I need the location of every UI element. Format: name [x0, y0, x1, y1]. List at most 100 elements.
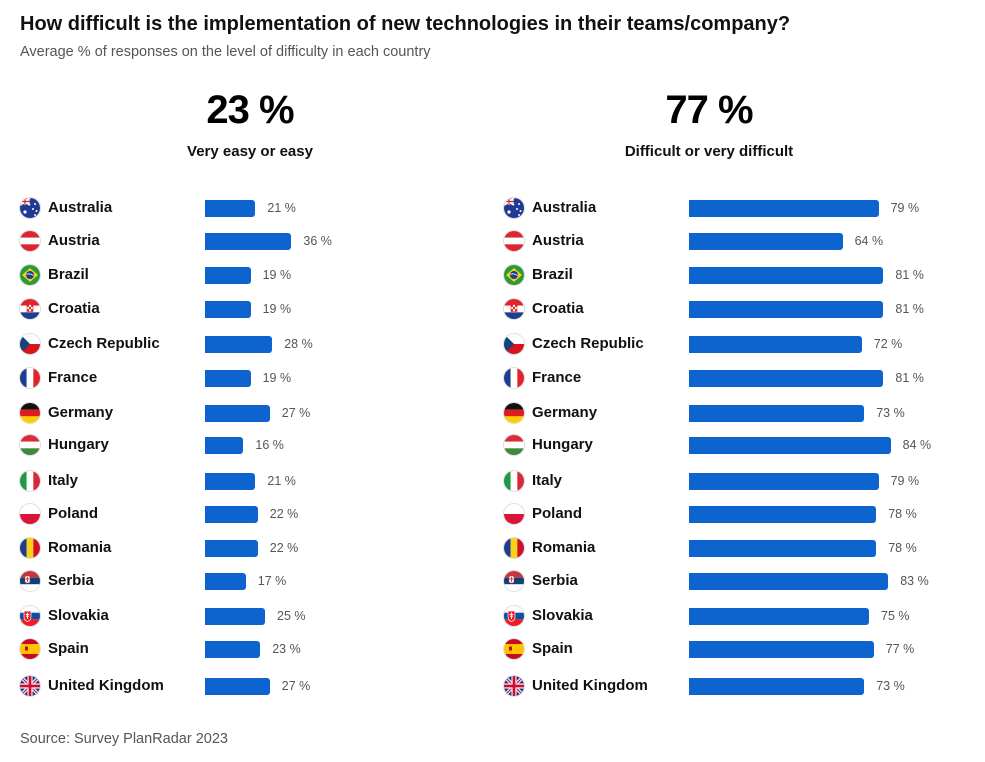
value-label: 81 % — [895, 268, 924, 282]
bar — [205, 573, 246, 590]
bar-row: Serbia 17 % — [20, 570, 490, 594]
bar — [689, 641, 874, 658]
bar — [689, 506, 877, 523]
value-label: 73 % — [876, 406, 905, 420]
country-label: Italy — [532, 472, 563, 489]
bar-row: Croatia 19 % — [20, 298, 490, 322]
bar-row: France 81 % — [504, 367, 974, 391]
country-label: Romania — [532, 539, 596, 556]
bar — [689, 573, 889, 590]
hungary-flag-icon — [504, 435, 524, 455]
bar — [205, 437, 244, 454]
total-difficult: 77 % — [665, 88, 753, 132]
caption-easy: Very easy or easy — [187, 143, 313, 160]
country-label: Poland — [532, 505, 583, 522]
bar — [689, 370, 884, 387]
value-label: 77 % — [885, 642, 915, 656]
country-label: Hungary — [532, 436, 593, 453]
country-label: United Kingdom — [532, 677, 648, 694]
czech-republic-flag-icon — [504, 334, 524, 354]
country-label: Austria — [48, 232, 100, 249]
bar-row: Spain 23 % — [20, 638, 490, 662]
bar-row: Brazil 19 % — [20, 264, 490, 288]
value-label: 72 % — [873, 337, 903, 351]
australia-flag-icon — [504, 198, 524, 218]
bar-row: Spain 77 % — [504, 638, 974, 662]
value-label: 73 % — [876, 679, 905, 693]
value-label: 19 % — [262, 268, 292, 282]
panel-difficult: 77 % Difficult or very difficult Austral… — [504, 0, 974, 720]
value-label: 81 % — [895, 302, 924, 316]
bar-row: Brazil 81 % — [504, 264, 974, 288]
bar-row: Slovakia 25 % — [20, 605, 490, 629]
bar-row: Romania 22 % — [20, 537, 490, 561]
romania-flag-icon — [504, 538, 524, 558]
country-label: Italy — [48, 472, 79, 489]
bar — [689, 437, 891, 454]
country-label: Brazil — [48, 266, 89, 283]
bar — [205, 506, 258, 523]
germany-flag-icon — [504, 403, 524, 423]
bar-row: Austria 64 % — [504, 230, 974, 254]
value-label: 75 % — [881, 609, 910, 623]
country-label: France — [48, 369, 98, 386]
bar-row: Australia 79 % — [504, 197, 974, 221]
spain-flag-icon — [504, 639, 524, 659]
croatia-flag-icon — [504, 299, 524, 319]
value-label: 22 % — [269, 507, 299, 521]
total-easy: 23 % — [206, 88, 294, 132]
value-label: 79 % — [890, 201, 920, 215]
bar-row: Germany 73 % — [504, 402, 974, 426]
value-label: 19 % — [262, 302, 292, 316]
source-note: Source: Survey PlanRadar 2023 — [20, 731, 228, 747]
country-label: Germany — [48, 404, 114, 421]
country-label: Germany — [532, 404, 598, 421]
australia-flag-icon — [20, 198, 40, 218]
value-label: 16 % — [255, 438, 284, 452]
bar — [205, 200, 256, 217]
country-label: Serbia — [532, 572, 578, 589]
bar-row: Romania 78 % — [504, 537, 974, 561]
country-label: Hungary — [48, 436, 109, 453]
bar — [205, 267, 251, 284]
germany-flag-icon — [20, 403, 40, 423]
bar — [205, 641, 261, 658]
country-label: Czech Republic — [48, 335, 160, 352]
bar-row: Croatia 81 % — [504, 298, 974, 322]
bar-row: Italy 79 % — [504, 470, 974, 494]
country-label: Spain — [532, 640, 573, 657]
value-label: 84 % — [902, 438, 932, 452]
country-label: Spain — [48, 640, 89, 657]
croatia-flag-icon — [20, 299, 40, 319]
slovakia-flag-icon — [504, 606, 524, 626]
bar — [205, 370, 251, 387]
chart-subtitle: Average % of responses on the level of d… — [20, 44, 431, 60]
france-flag-icon — [20, 368, 40, 388]
bar-row: Hungary 84 % — [504, 434, 974, 458]
hungary-flag-icon — [20, 435, 40, 455]
country-label: Australia — [48, 199, 113, 216]
value-label: 27 % — [281, 406, 311, 420]
panel-easy: 23 % Very easy or easy Australia 21 % Aust… — [20, 0, 490, 720]
austria-flag-icon — [20, 231, 40, 251]
brazil-flag-icon — [20, 265, 40, 285]
country-label: Slovakia — [48, 607, 109, 624]
value-label: 78 % — [888, 541, 917, 555]
value-label: 19 % — [262, 371, 292, 385]
value-label: 25 % — [277, 609, 306, 623]
value-label: 28 % — [284, 337, 313, 351]
bar-row: France 19 % — [20, 367, 490, 391]
value-label: 17 % — [257, 574, 287, 588]
spain-flag-icon — [20, 639, 40, 659]
bar — [205, 336, 273, 353]
bar-row: Serbia 83 % — [504, 570, 974, 594]
bar — [689, 473, 879, 490]
bar-row: Poland 22 % — [20, 503, 490, 527]
country-label: Australia — [532, 199, 597, 216]
value-label: 83 % — [900, 574, 929, 588]
bar — [689, 405, 865, 422]
bar — [205, 233, 292, 250]
bar-row: Czech Republic 28 % — [20, 333, 490, 357]
value-label: 79 % — [890, 474, 920, 488]
country-label: Croatia — [48, 300, 100, 317]
